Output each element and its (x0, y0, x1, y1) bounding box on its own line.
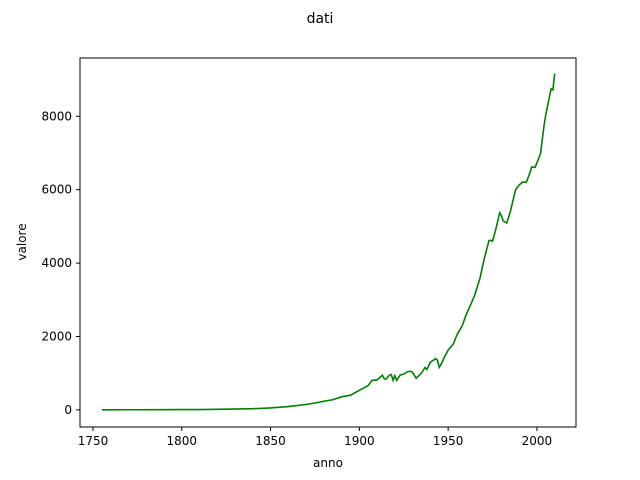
y-axis-label: valore (15, 223, 29, 260)
x-tick-label: 1800 (166, 434, 197, 448)
x-tick-label: 1900 (344, 434, 375, 448)
y-tick-label: 2000 (41, 330, 72, 344)
plot-frame (79, 57, 577, 428)
y-tick-label: 4000 (41, 256, 72, 270)
y-tick-label: 8000 (41, 109, 72, 123)
chart-title: dati (307, 11, 334, 27)
x-axis-label: anno (313, 456, 343, 470)
data-line (101, 73, 556, 411)
x-tick-label: 2000 (522, 434, 553, 448)
x-tick-label: 1750 (78, 434, 109, 448)
y-tick-label: 6000 (41, 183, 72, 197)
x-tick-label: 1850 (255, 434, 286, 448)
x-tick-label: 1950 (433, 434, 464, 448)
y-tick-label: 0 (64, 403, 72, 417)
